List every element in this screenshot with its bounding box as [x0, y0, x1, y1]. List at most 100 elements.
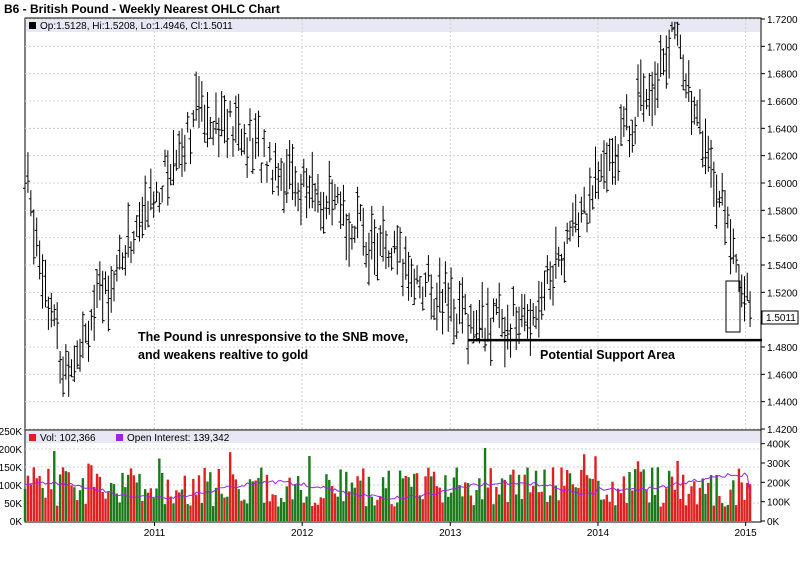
volume-bar — [101, 491, 104, 521]
last-price-label: 1.5011 — [766, 313, 796, 324]
volume-bar — [146, 492, 150, 521]
volume-bar — [478, 478, 481, 521]
ohlc-bar — [151, 191, 156, 218]
volume-bar — [180, 489, 184, 521]
oi-tick-label: 300K — [767, 459, 791, 470]
ohlc-bar — [216, 117, 221, 158]
ohlc-bar — [146, 200, 151, 228]
volume-bar — [407, 477, 410, 521]
ohlc-bar — [497, 282, 502, 329]
volume-bar — [149, 488, 153, 521]
volume-bar — [390, 504, 393, 521]
volume-bar — [209, 472, 212, 521]
volume-bar — [726, 504, 729, 521]
volume-bar — [732, 480, 735, 521]
volume-bar — [441, 502, 444, 521]
price-tick-label: 1.5400 — [767, 261, 798, 272]
ohlc-bar — [717, 190, 722, 208]
volume-bar — [648, 502, 651, 521]
volume-bar — [721, 503, 724, 521]
ohlc-bar — [551, 265, 556, 306]
x-tick-label: 2015 — [734, 528, 757, 539]
volume-bar — [597, 480, 600, 521]
volume-bar — [78, 490, 82, 521]
price-tick-label: 1.4800 — [767, 343, 798, 354]
volume-bar — [70, 485, 73, 521]
volume-bar — [740, 482, 743, 521]
volume-bar — [32, 467, 35, 521]
price-panel-frame — [24, 17, 762, 431]
ohlc-bar — [633, 116, 638, 145]
volume-bar — [546, 502, 549, 521]
ohlc-bar — [568, 220, 573, 242]
volume-bar — [319, 497, 322, 521]
volume-bars — [23, 447, 752, 521]
volume-bar — [186, 503, 189, 521]
volume-bar — [330, 485, 334, 521]
volume-bar — [554, 485, 558, 521]
volume-bar — [61, 467, 65, 521]
ohlc-bar — [630, 119, 635, 153]
volume-bar — [226, 496, 229, 521]
ohlc-bar — [585, 213, 590, 233]
volume-bar — [121, 472, 124, 521]
volume-bar — [628, 471, 631, 521]
volume-bar — [574, 487, 577, 521]
ohlc-bar — [661, 48, 666, 76]
volume-bar — [729, 489, 732, 521]
volume-bar — [594, 456, 597, 521]
x-tick-label: 2014 — [587, 528, 610, 539]
oi-tick-label: 200K — [767, 478, 791, 489]
ohlc-bar — [392, 230, 397, 254]
volume-bar — [109, 482, 113, 521]
ohlc-bar — [658, 34, 663, 77]
ohlc-bar — [92, 284, 97, 341]
ohlc-bar — [120, 252, 125, 271]
volume-bar — [517, 474, 521, 521]
volume-bar — [364, 506, 368, 521]
ohlc-bar — [491, 298, 496, 323]
ohlc-bar — [344, 213, 349, 261]
volume-bar — [506, 502, 509, 521]
volume-bar — [665, 488, 668, 521]
volume-bar — [432, 471, 436, 521]
volume-bar — [509, 474, 512, 521]
price-legend-swatch — [29, 22, 36, 29]
ohlc-bar — [34, 217, 39, 257]
volume-bar — [461, 496, 464, 521]
volume-bar — [367, 476, 371, 521]
volume-bar — [418, 495, 422, 521]
ohlc-bar — [692, 96, 697, 125]
ohlc-bar — [25, 152, 30, 193]
ohlc-bar — [545, 255, 550, 284]
ohlc-bar — [683, 73, 688, 99]
ohlc-bar — [579, 196, 584, 223]
ohlc-bar — [37, 240, 42, 280]
volume-bar — [444, 475, 447, 521]
ohlc-bar — [281, 162, 286, 214]
ohlc-bar — [494, 298, 499, 315]
ohlc-bar — [225, 108, 230, 158]
ohlc-bar — [222, 95, 227, 144]
volume-bar — [370, 496, 373, 521]
ohlc-bar — [731, 228, 736, 265]
ohlc-bar — [75, 340, 80, 370]
ohlc-bar — [647, 72, 652, 117]
volume-bar — [104, 498, 107, 521]
volume-bar — [376, 499, 379, 521]
ohlc-bar — [171, 130, 176, 186]
volume-bar — [743, 499, 746, 521]
ohlc-bar — [562, 241, 567, 283]
volume-bar — [124, 487, 127, 521]
ohlc-bar — [304, 168, 309, 219]
volume-bar — [483, 447, 487, 521]
ohlc-bar — [488, 317, 493, 366]
ohlc-bar — [525, 304, 530, 339]
ohlc-bar — [28, 190, 33, 217]
volume-bar — [200, 502, 204, 521]
volume-bar — [73, 487, 76, 521]
ohlc-bar — [593, 146, 598, 199]
price-tick-label: 1.6400 — [767, 124, 798, 135]
volume-bar — [534, 470, 538, 521]
price-tick-label: 1.5800 — [767, 206, 798, 217]
